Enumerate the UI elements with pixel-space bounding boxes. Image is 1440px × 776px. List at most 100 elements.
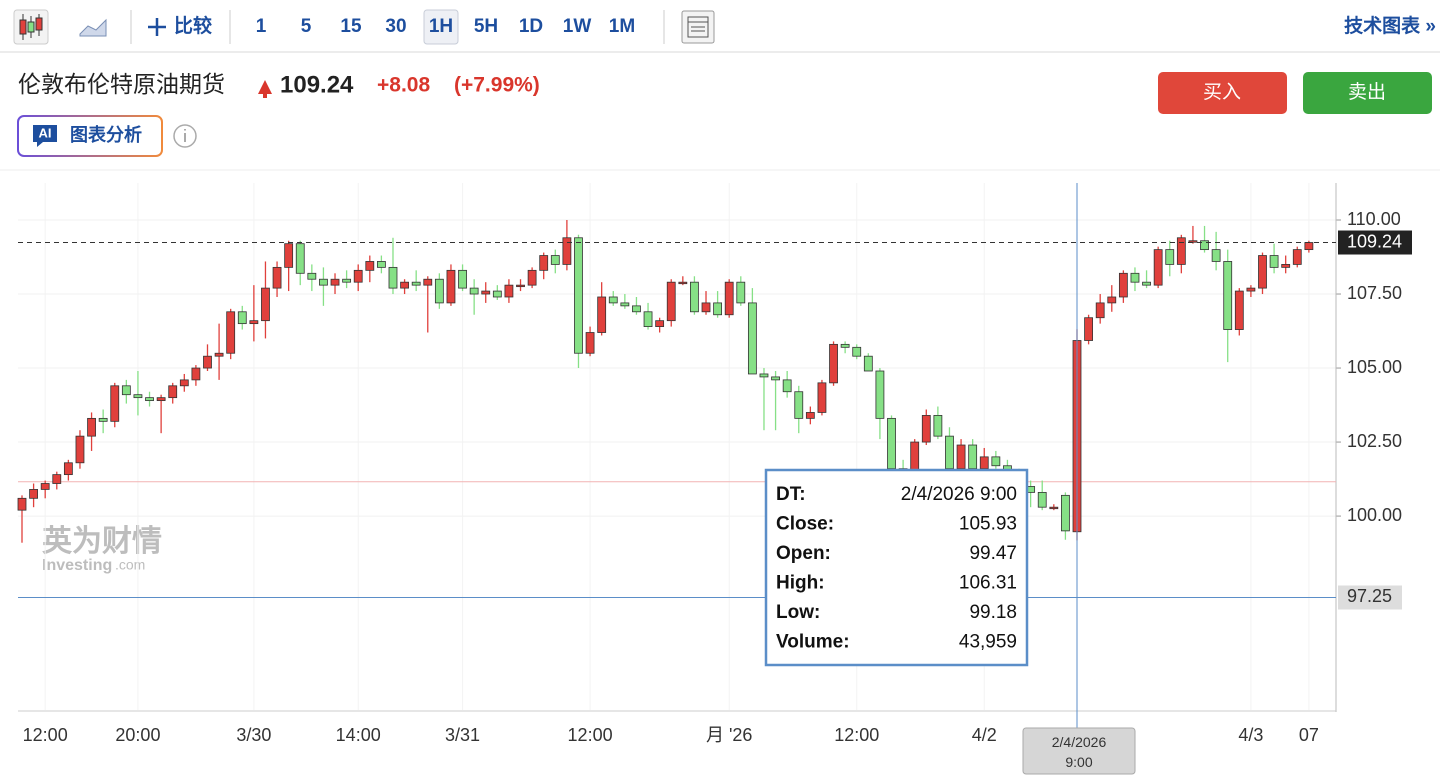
tooltip-label: Close: (776, 514, 834, 535)
sell-label[interactable]: 卖出 (1348, 81, 1386, 103)
candle-body (376, 261, 386, 268)
sell-button[interactable]: 卖出 (1303, 72, 1432, 114)
candle-body (516, 284, 525, 288)
candle-body (1223, 261, 1233, 330)
toolbar: 比较 1 5 15 30 1H 5H 1D 1W 1M 技术图表 » (0, 9, 1440, 53)
candle-body (678, 281, 688, 285)
candle-body (179, 379, 189, 387)
line-icon[interactable] (79, 18, 107, 37)
candle-body (632, 305, 641, 313)
candle-body (1246, 287, 1256, 292)
candle-body (782, 379, 792, 393)
candle-body (1234, 290, 1244, 330)
candle-body (655, 320, 665, 327)
buy-button[interactable]: 买入 (1158, 72, 1287, 114)
interval-button[interactable]: 30 (385, 16, 406, 37)
candle-body (1200, 240, 1209, 251)
candle-body (562, 237, 572, 265)
interval-button[interactable]: 15 (340, 16, 362, 37)
tooltip-label: High: (776, 573, 825, 594)
candle-body (342, 278, 352, 283)
instrument-title: 伦敦布伦特原油期货 (18, 71, 225, 97)
candle-body (388, 266, 398, 289)
interval-button[interactable]: 1D (519, 16, 543, 37)
x-tick-label: 3/31 (445, 725, 480, 745)
crosshair-price-label: 97.25 (1347, 586, 1392, 606)
up-arrow-stem (263, 94, 267, 98)
compare-button[interactable]: 比较 (148, 14, 212, 37)
y-tick-label: 110.00 (1347, 209, 1401, 229)
ai-analysis-button[interactable]: AI 图表分析 (17, 115, 163, 157)
info-icon[interactable] (173, 124, 197, 148)
candle-body (736, 281, 746, 304)
candle-body (168, 385, 178, 399)
candle-body (724, 281, 734, 316)
watermark-cn: 英为财情 (42, 525, 162, 558)
buy-label[interactable]: 买入 (1203, 82, 1241, 103)
candle-body (400, 281, 409, 289)
candle-body (817, 382, 827, 413)
candle-body (643, 311, 653, 327)
crosshair-price-box (1338, 585, 1402, 610)
candle-body (63, 462, 73, 476)
candle-body (214, 352, 224, 357)
candle-body (1095, 302, 1105, 319)
candle-body (319, 278, 328, 286)
x-tick-label: 12:00 (834, 725, 879, 745)
x-tick-label: 07 (1299, 725, 1319, 745)
interval-button[interactable]: 5H (474, 16, 498, 37)
tooltip-value: 99.18 (969, 602, 1017, 623)
ai-badge[interactable]: AI (39, 125, 52, 140)
candle-body (608, 296, 618, 304)
candle-body (1304, 242, 1314, 251)
candle-body (504, 284, 514, 298)
candle-body (365, 261, 375, 271)
candle-body (469, 287, 479, 295)
candle-body (434, 278, 444, 304)
tech-chart-link[interactable]: 技术图表 » (1344, 14, 1436, 37)
tooltip-value: 2/4/2026 9:00 (901, 484, 1017, 505)
interval-button[interactable]: 1W (563, 16, 592, 37)
candle-body (1084, 317, 1093, 341)
tooltip: DT: 2/4/2026 9:00 Close: 105.93 Open: 99.47 Hi… (764, 468, 1029, 667)
interval-button[interactable]: 1H (429, 16, 453, 37)
candle-body (52, 474, 62, 484)
candle-body (550, 255, 560, 265)
candle-body (284, 243, 294, 268)
candle-body (585, 332, 595, 354)
candle-body (75, 435, 85, 464)
candle-body (87, 417, 96, 437)
ai-label[interactable]: 图表分析 (70, 124, 142, 145)
x-tick-label: 14:00 (336, 725, 381, 745)
candle-body (133, 394, 143, 399)
candle-body (945, 435, 954, 470)
interval-button[interactable]: 1 (256, 16, 267, 37)
interval-group: 1 5 15 30 1H 5H 1D 1W 1M (256, 9, 635, 45)
candle-icon[interactable] (13, 9, 49, 45)
candle-body (794, 391, 804, 419)
candle-body (1188, 240, 1198, 243)
candle-body (771, 376, 780, 381)
candle-body (840, 343, 850, 348)
x-tick-label: 12:00 (568, 725, 613, 745)
tooltip-value: 105.93 (959, 514, 1017, 535)
compare-label[interactable]: 比较 (174, 14, 212, 37)
candle-body (968, 444, 978, 470)
candle-body (411, 281, 421, 286)
candle-body (875, 370, 885, 419)
layout-icon[interactable] (681, 10, 715, 44)
interval-button[interactable]: 5 (301, 16, 312, 37)
y-tick-label: 107.50 (1347, 283, 1402, 303)
candle-body (307, 272, 317, 280)
candle-body (759, 373, 769, 378)
tooltip-value: 106.31 (959, 573, 1017, 594)
candle-body (191, 367, 201, 381)
crosshair-time-box (1022, 727, 1136, 775)
watermark-en: Investing (42, 557, 112, 574)
watermark: 英为财情 Investing .com (42, 525, 162, 574)
candle-body (423, 278, 433, 286)
tooltip-value: 99.47 (969, 543, 1017, 564)
interval-button[interactable]: 1M (609, 16, 635, 37)
candle-body (527, 269, 537, 286)
